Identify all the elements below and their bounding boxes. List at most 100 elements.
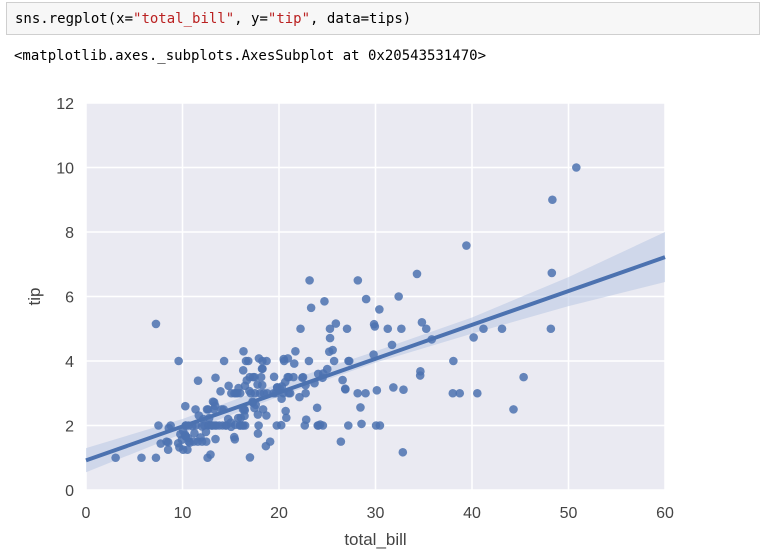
data-point (479, 324, 488, 334)
data-point (353, 388, 362, 398)
regplot-chart: 0 10 20 30 40 50 60 0 2 4 6 8 10 12 total_bill tip (25, 96, 674, 549)
data-point (262, 356, 271, 366)
data-point (361, 294, 371, 304)
data-point (338, 375, 347, 385)
data-point (180, 401, 190, 411)
data-point (291, 347, 300, 356)
data-point (304, 356, 314, 366)
data-point (547, 268, 557, 278)
data-point (201, 437, 211, 446)
data-point (306, 303, 316, 313)
data-point (383, 324, 393, 334)
data-point (353, 276, 363, 285)
data-point (201, 427, 211, 437)
data-point (328, 345, 337, 355)
code-y-key: y= (251, 11, 268, 27)
data-point (301, 388, 310, 398)
x-tick-labels: 0 10 20 30 40 50 60 (82, 505, 674, 522)
code-fn: sns.regplot( (15, 11, 117, 27)
data-point (361, 388, 370, 398)
y-tick-label: 8 (65, 225, 74, 242)
data-point (548, 195, 557, 205)
data-point (343, 421, 353, 430)
y-tick-label: 2 (65, 419, 74, 436)
data-point (325, 324, 335, 334)
data-point (256, 372, 266, 382)
x-axis-label: total_bill (344, 530, 406, 549)
data-point (394, 292, 403, 301)
data-point (357, 419, 366, 429)
x-tick-label: 40 (463, 505, 481, 522)
data-point (211, 434, 220, 444)
data-point (230, 435, 240, 444)
code-x-key: x= (116, 11, 134, 27)
data-point (111, 453, 120, 463)
data-point (289, 372, 298, 382)
data-point (356, 403, 365, 412)
data-point (318, 421, 328, 430)
data-point (174, 356, 183, 366)
data-point (258, 364, 267, 374)
y-tick-label: 6 (65, 290, 74, 307)
data-point (163, 437, 173, 447)
data-point (239, 347, 248, 356)
data-point (282, 413, 291, 423)
data-point (203, 405, 213, 414)
data-point (417, 318, 427, 327)
x-tick-label: 10 (174, 505, 192, 522)
data-point (166, 421, 175, 430)
data-point (322, 364, 332, 374)
data-point (399, 385, 408, 395)
scatter-points (111, 163, 581, 463)
code-sep-1: , (234, 11, 252, 27)
data-point (320, 297, 329, 306)
data-point (276, 420, 286, 430)
data-point (298, 372, 308, 382)
x-tick-label: 60 (656, 505, 674, 522)
data-point (235, 388, 245, 398)
data-point (281, 406, 290, 416)
data-point (216, 387, 225, 396)
code-sep-2: , (310, 11, 327, 27)
code-cell-input[interactable]: sns.regplot(x="total_bill", y="tip", dat… (6, 2, 760, 35)
data-point (183, 445, 192, 454)
data-point (163, 445, 173, 454)
code-y-value: "tip" (267, 11, 311, 27)
data-point (473, 388, 482, 398)
data-point (372, 386, 382, 395)
data-point (257, 380, 267, 390)
data-point (469, 333, 478, 342)
data-point (448, 388, 458, 398)
regression-line (85, 255, 666, 463)
data-point (240, 406, 250, 415)
code-data-arg: data=tips) (326, 11, 412, 27)
data-point (265, 437, 275, 446)
y-tick-label: 12 (56, 96, 74, 113)
data-point (341, 385, 350, 394)
data-point (289, 359, 299, 368)
y-axis-label: tip (25, 288, 44, 306)
data-point (455, 388, 465, 398)
data-point (151, 453, 161, 463)
y-tick-label: 4 (65, 354, 74, 371)
data-point (344, 356, 354, 366)
data-point (151, 319, 161, 329)
data-point (210, 401, 220, 411)
data-point (416, 367, 425, 376)
data-point (375, 305, 384, 314)
data-point (137, 453, 146, 463)
data-point (519, 372, 528, 382)
data-point (462, 241, 471, 250)
data-point (398, 447, 408, 457)
data-point (250, 372, 259, 382)
y-tick-labels: 0 2 4 6 8 10 12 (56, 96, 74, 500)
x-tick-label: 20 (270, 505, 288, 522)
data-point (211, 373, 220, 383)
data-point (325, 333, 335, 343)
data-point (283, 354, 293, 363)
data-point (224, 381, 233, 391)
output-repr: <matplotlib.axes._subplots.AxesSubplot a… (14, 48, 487, 64)
data-point (370, 322, 380, 331)
data-point (336, 437, 346, 446)
data-point (295, 392, 304, 402)
